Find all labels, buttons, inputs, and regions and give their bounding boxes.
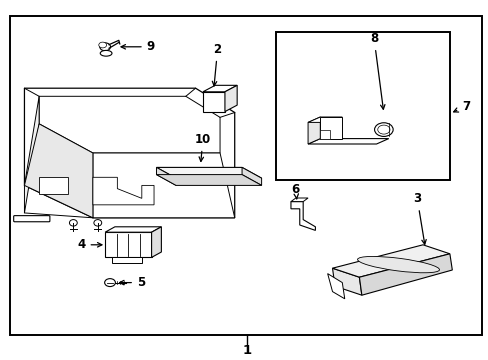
Polygon shape [203, 85, 237, 92]
Polygon shape [203, 92, 224, 112]
Polygon shape [151, 227, 161, 257]
Text: 3: 3 [412, 192, 426, 244]
Polygon shape [332, 268, 361, 295]
Ellipse shape [69, 220, 77, 226]
Text: 7: 7 [453, 100, 469, 113]
Polygon shape [39, 177, 68, 194]
Polygon shape [24, 124, 93, 218]
Polygon shape [307, 139, 388, 144]
Polygon shape [39, 96, 220, 153]
Text: 8: 8 [369, 32, 384, 109]
FancyBboxPatch shape [14, 216, 50, 222]
Polygon shape [242, 167, 261, 185]
Text: 6: 6 [291, 183, 299, 199]
Polygon shape [156, 175, 261, 185]
Polygon shape [290, 202, 315, 230]
Text: 9: 9 [121, 40, 155, 53]
Polygon shape [332, 245, 449, 277]
Bar [105, 232, 151, 257]
Polygon shape [320, 130, 329, 139]
Polygon shape [105, 227, 161, 232]
Text: 10: 10 [194, 133, 211, 161]
Polygon shape [327, 274, 344, 299]
Ellipse shape [100, 43, 110, 51]
Ellipse shape [99, 42, 106, 48]
Polygon shape [320, 117, 342, 139]
Polygon shape [290, 198, 307, 202]
Polygon shape [93, 177, 154, 205]
Polygon shape [307, 117, 342, 122]
Polygon shape [224, 85, 237, 112]
Polygon shape [156, 167, 261, 178]
Ellipse shape [357, 256, 439, 273]
Polygon shape [156, 167, 176, 185]
Ellipse shape [377, 125, 389, 134]
Text: 4: 4 [77, 238, 102, 251]
Text: 5: 5 [120, 276, 145, 289]
Text: 2: 2 [212, 43, 221, 86]
Polygon shape [359, 254, 451, 295]
Polygon shape [112, 257, 142, 263]
Ellipse shape [100, 50, 112, 56]
Polygon shape [93, 153, 234, 218]
Polygon shape [24, 88, 234, 218]
Bar [276, 32, 449, 180]
Ellipse shape [94, 220, 102, 226]
Ellipse shape [104, 279, 115, 287]
Bar [10, 16, 481, 335]
Polygon shape [24, 96, 39, 213]
Text: 1: 1 [242, 344, 251, 357]
Polygon shape [307, 117, 320, 144]
Ellipse shape [374, 123, 392, 136]
